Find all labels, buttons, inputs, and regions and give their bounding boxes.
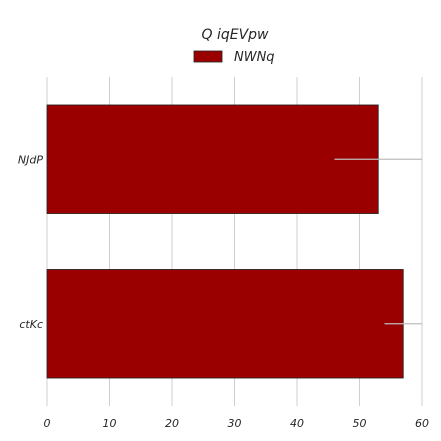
error-bars	[334, 158, 422, 325]
y-tick-label-ctkc: ctKc	[19, 318, 43, 331]
y-tick-label-njdp: NJdP	[18, 153, 43, 166]
legend: NWNq	[193, 50, 275, 65]
x-axis-ticks: 0 10 20 30 40 50 60	[44, 417, 430, 430]
chart-title: Q iqEVpw	[201, 27, 269, 43]
legend-label-nwnq: NWNq	[234, 50, 275, 65]
x-tick-label-10: 10	[103, 417, 117, 430]
x-tick-label-50: 50	[353, 417, 367, 430]
x-tick-label-20: 20	[165, 417, 179, 430]
x-tick-label-40: 40	[290, 417, 304, 430]
x-tick-label-0: 0	[44, 417, 51, 430]
bars	[46, 104, 404, 379]
legend-swatch-nwnq	[193, 50, 223, 63]
x-tick-label-60: 60	[415, 417, 429, 430]
bar-njdp	[46, 104, 379, 214]
x-tick-label-30: 30	[228, 417, 242, 430]
bar-ctkc	[46, 269, 404, 379]
y-axis-ticks: NJdP ctKc	[18, 153, 43, 331]
